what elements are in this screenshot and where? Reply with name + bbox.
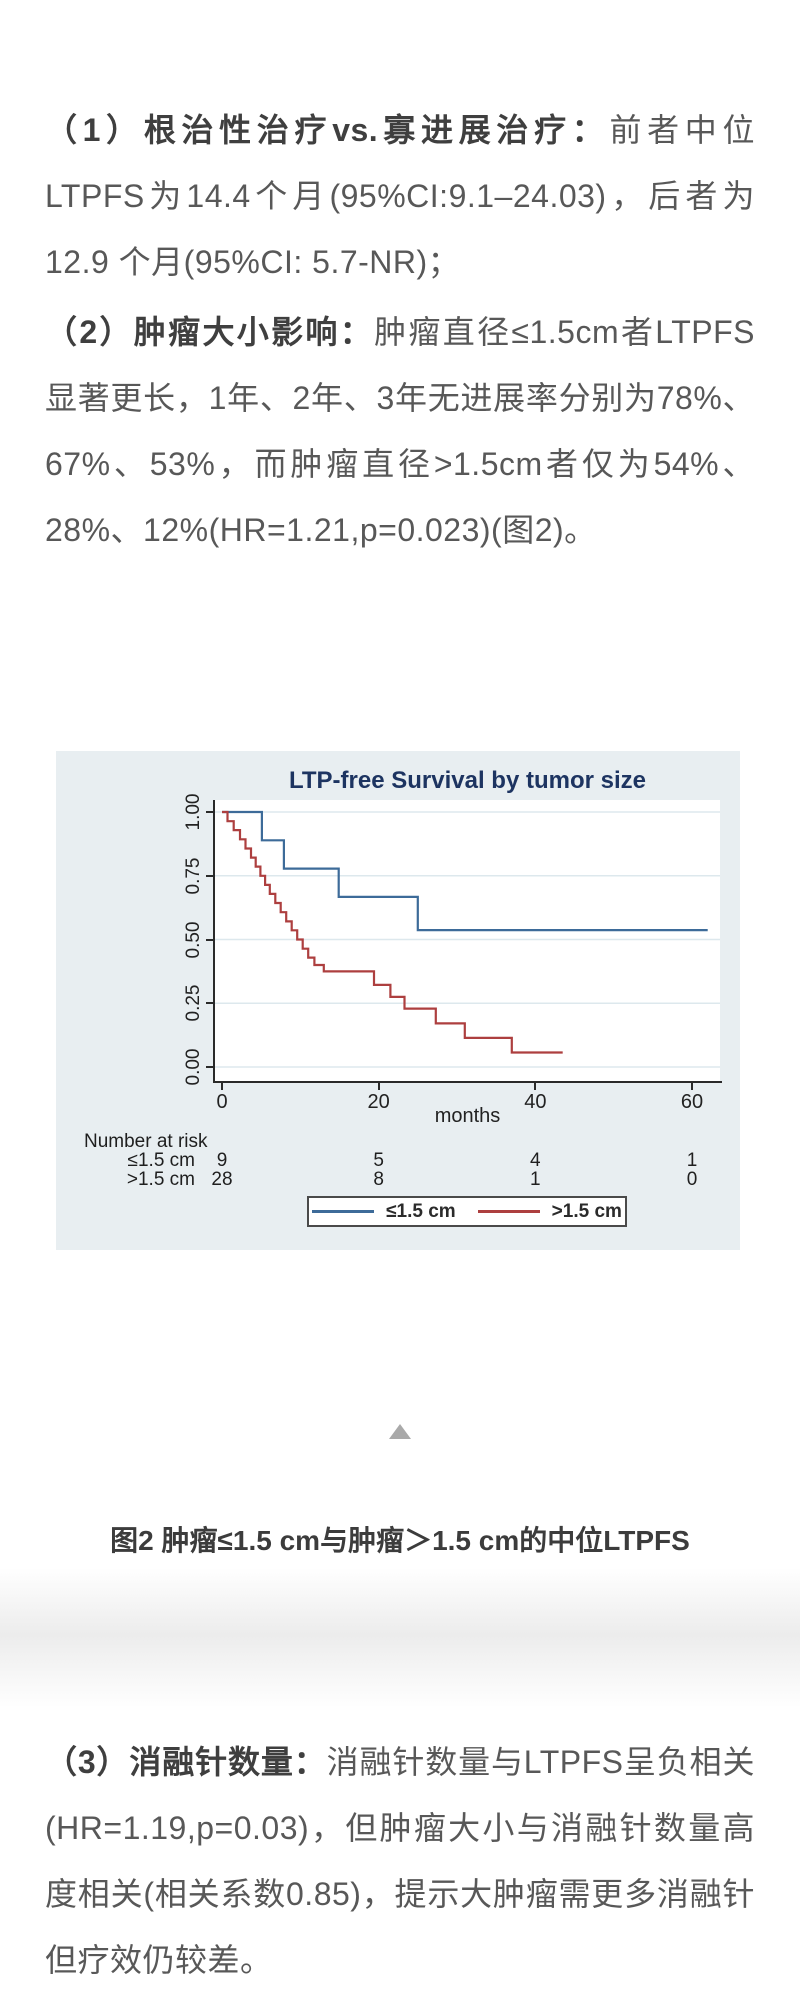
y-tick-label: 0.00 bbox=[183, 1048, 204, 1086]
y-axis-line bbox=[213, 800, 215, 1083]
paragraph-1-heading: （1）根治性治疗vs.寡进展治疗： bbox=[45, 112, 610, 148]
survival-curves-svg bbox=[215, 810, 720, 1068]
number-at-risk-title: Number at risk bbox=[84, 1131, 208, 1152]
number-at-risk-value: 4 bbox=[530, 1150, 541, 1171]
x-tick bbox=[221, 1083, 223, 1090]
section-divider-gradient bbox=[0, 1568, 800, 1708]
number-at-risk-row: >1.5 cm 28 8 1 0 bbox=[56, 1169, 740, 1190]
paragraph-1: （1）根治性治疗vs.寡进展治疗：前者中位LTPFS为14.4个月(95%CI:… bbox=[45, 97, 755, 295]
y-tick bbox=[206, 938, 213, 941]
number-at-risk-value: 0 bbox=[686, 1169, 698, 1190]
x-tick bbox=[690, 1083, 693, 1090]
number-at-risk-value: 9 bbox=[216, 1150, 228, 1171]
paragraph-3-heading: （3）消融针数量： bbox=[45, 1744, 327, 1780]
plot-area bbox=[215, 800, 720, 1081]
figure-caption: 图2 肿瘤≤1.5 cm与肿瘤＞1.5 cm的中位LTPFS bbox=[110, 1525, 690, 1556]
paragraph-2: （2）肿瘤大小影响：肿瘤直径≤1.5cm者LTPFS显著更长，1年、2年、3年无… bbox=[45, 299, 755, 563]
x-tick-label: 0 bbox=[216, 1091, 228, 1113]
x-axis-line bbox=[213, 1081, 722, 1083]
y-tick bbox=[206, 1066, 213, 1068]
survival-curve-gt15 bbox=[222, 810, 563, 1054]
x-tick-label: 60 bbox=[680, 1091, 704, 1113]
legend-item: >1.5 cm bbox=[477, 1200, 622, 1223]
legend-line-sample bbox=[312, 1210, 375, 1213]
collapse-triangle-icon[interactable] bbox=[389, 1424, 411, 1439]
y-tick bbox=[206, 811, 213, 813]
y-tick-label: 0.75 bbox=[183, 857, 204, 895]
x-tick-label: 20 bbox=[367, 1091, 390, 1113]
x-tick bbox=[377, 1083, 380, 1090]
y-tick-label: 0.25 bbox=[183, 984, 204, 1022]
legend-label: >1.5 cm bbox=[551, 1200, 622, 1222]
paragraph-2-heading: （2）肿瘤大小影响： bbox=[45, 314, 375, 350]
number-at-risk-row: ≤1.5 cm 9 5 4 1 bbox=[56, 1150, 740, 1171]
x-axis-title: months bbox=[434, 1105, 501, 1127]
number-at-risk-value: 28 bbox=[211, 1169, 233, 1190]
chart-legend: ≤1.5 cm >1.5 cm bbox=[307, 1196, 627, 1227]
number-at-risk-group-label: >1.5 cm bbox=[126, 1169, 195, 1190]
y-tick-label: 0.50 bbox=[183, 921, 204, 958]
number-at-risk-value: 1 bbox=[530, 1169, 541, 1190]
number-at-risk-value: 8 bbox=[373, 1169, 384, 1190]
y-tick bbox=[206, 1002, 213, 1005]
paragraph-3: （3）消融针数量：消融针数量与LTPFS呈负相关(HR=1.19,p=0.03)… bbox=[45, 1729, 755, 1993]
number-at-risk-group-label: ≤1.5 cm bbox=[127, 1150, 195, 1171]
chart-title: LTP-free Survival by tumor size bbox=[289, 767, 646, 794]
x-tick bbox=[534, 1083, 537, 1090]
y-tick-label: 1.00 bbox=[183, 793, 204, 831]
paragraph-3-body: 消融针数量与LTPFS呈负相关(HR=1.19,p=0.03)，但肿瘤大小与消融… bbox=[45, 1744, 755, 1978]
y-tick bbox=[206, 874, 213, 877]
legend-line-sample bbox=[477, 1210, 540, 1213]
legend-label: ≤1.5 cm bbox=[386, 1200, 456, 1222]
km-survival-figure: LTP-free Survival by tumor size 1.00 0.75… bbox=[56, 751, 740, 1250]
number-at-risk-value: 1 bbox=[686, 1150, 698, 1171]
number-at-risk-value: 5 bbox=[373, 1150, 384, 1171]
paragraph-1-body: 前者中位LTPFS为14.4个月(95%CI:9.1–24.03)，后者为12.… bbox=[45, 112, 755, 280]
x-tick-label: 40 bbox=[524, 1091, 547, 1113]
paragraph-2-body: 肿瘤直径≤1.5cm者LTPFS显著更长，1年、2年、3年无进展率分别为78%、… bbox=[45, 314, 755, 548]
legend-item: ≤1.5 cm bbox=[312, 1201, 456, 1223]
survival-curve-le15 bbox=[222, 810, 708, 932]
